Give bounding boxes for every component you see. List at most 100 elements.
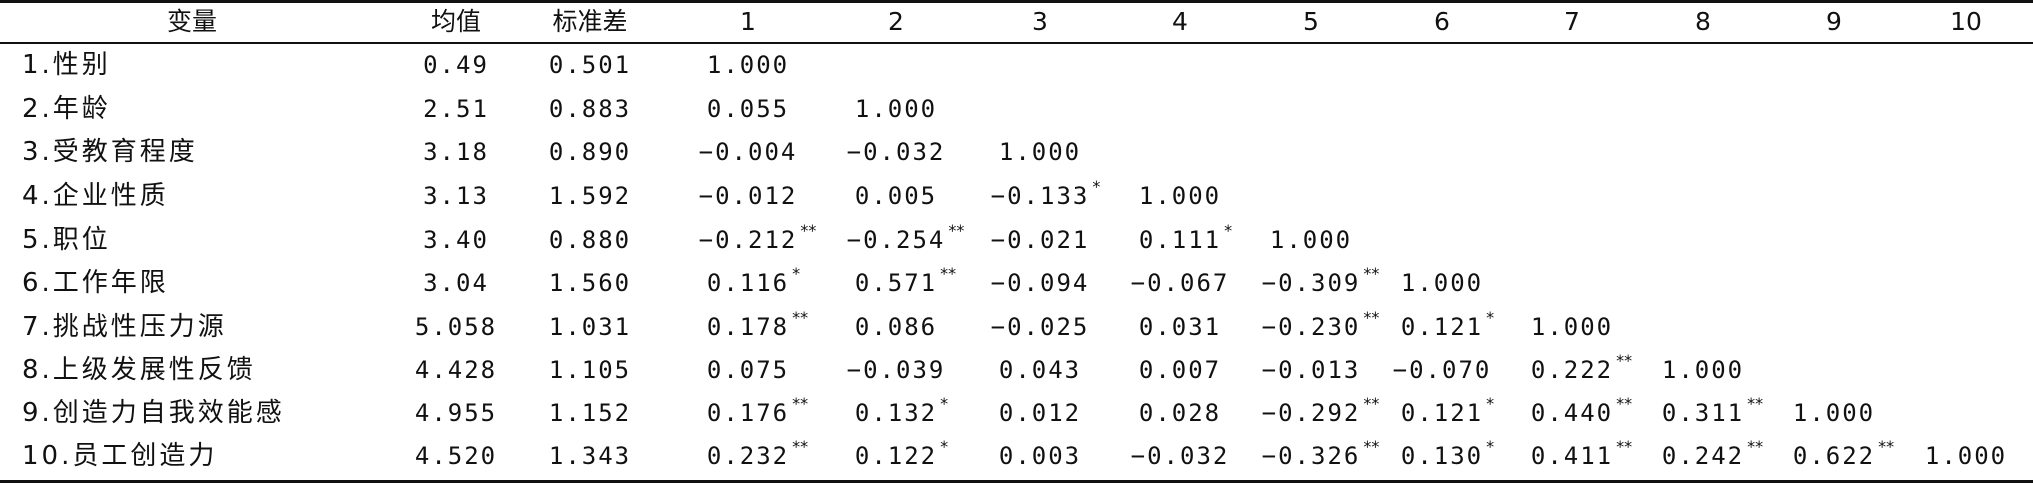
column-header: 2 [888,7,904,36]
bottom-rule [0,480,2033,483]
correlation-value: 1.000 [1400,269,1484,297]
significance-mark: ** [800,221,817,240]
correlation-value: 0.121 [1400,313,1484,341]
correlation-value: 1.000 [854,95,938,123]
significance-mark: * [1224,221,1233,240]
correlation-value: 0.411 [1530,442,1614,470]
correlation-value: 0.005 [854,182,938,210]
top-rule [0,0,2033,3]
correlation-value: 0.031 [1138,313,1222,341]
sd-value: 1.152 [548,399,632,427]
row-label: 1.性别 [22,50,111,80]
significance-mark: ** [1363,437,1380,456]
mean-value: 3.18 [423,138,489,166]
correlation-value: 0.007 [1138,356,1222,384]
correlation-value: 0.012 [998,399,1082,427]
significance-mark: * [792,264,801,283]
correlation-value: 1.000 [706,51,790,79]
correlation-value: 0.116 [706,269,790,297]
correlation-value: 0.121 [1400,399,1484,427]
correlation-value: 0.055 [706,95,790,123]
column-header: 标准差 [552,7,628,36]
significance-mark: ** [1878,437,1895,456]
significance-mark: ** [1747,437,1764,456]
column-header: 变量 [166,7,217,36]
mean-value: 2.51 [423,95,489,123]
correlation-value: 1.000 [1530,313,1614,341]
significance-mark: ** [1363,308,1380,327]
correlation-value: 0.003 [998,442,1082,470]
significance-mark: ** [792,308,809,327]
correlation-value: 0.086 [854,313,938,341]
significance-mark: ** [1747,394,1764,413]
column-header: 4 [1172,7,1188,36]
correlation-value: 0.232 [706,442,790,470]
correlation-value: 1.000 [1924,442,2008,470]
correlation-value: 0.122 [854,442,938,470]
correlation-value: 0.028 [1138,399,1222,427]
mean-value: 4.520 [414,442,498,470]
correlation-value: −0.025 [990,313,1090,341]
significance-mark: ** [1616,437,1633,456]
significance-mark: ** [940,264,957,283]
row-label: 8.上级发展性反馈 [22,355,256,385]
correlation-value: −0.326 [1261,442,1361,470]
mean-value: 3.04 [423,269,489,297]
correlation-value: 0.178 [706,313,790,341]
correlation-value: −0.094 [990,269,1090,297]
significance-mark: ** [1363,264,1380,283]
column-header: 6 [1434,7,1450,36]
column-header: 7 [1564,7,1580,36]
significance-mark: * [940,394,949,413]
row-label: 4.企业性质 [22,181,169,211]
mean-value: 3.40 [423,226,489,254]
row-label: 2.年龄 [22,94,111,124]
significance-mark: * [1486,437,1495,456]
correlation-value: 1.000 [998,138,1082,166]
significance-mark: * [940,437,949,456]
correlation-value: 0.075 [706,356,790,384]
correlation-value: 1.000 [1661,356,1745,384]
correlation-value: 0.130 [1400,442,1484,470]
mean-value: 4.428 [414,356,498,384]
sd-value: 1.031 [548,313,632,341]
correlation-value: −0.254 [846,226,946,254]
significance-mark: ** [948,221,965,240]
correlation-value: −0.032 [846,138,946,166]
significance-mark: ** [1363,394,1380,413]
correlation-value: 0.311 [1661,399,1745,427]
correlation-value: −0.309 [1261,269,1361,297]
row-label: 6.工作年限 [22,268,169,298]
column-header: 3 [1032,7,1048,36]
correlation-value: −0.212 [698,226,798,254]
sd-value: 1.343 [548,442,632,470]
correlation-value: −0.004 [698,138,798,166]
column-header: 10 [1950,7,1982,36]
significance-mark: * [1092,177,1101,196]
correlation-value: −0.230 [1261,313,1361,341]
correlation-value: 1.000 [1792,399,1876,427]
row-label: 7.挑战性压力源 [22,312,227,342]
sd-value: 1.560 [548,269,632,297]
row-label: 9.创造力自我效能感 [22,398,285,428]
header-rule [0,42,2033,44]
correlation-value: −0.067 [1130,269,1230,297]
correlation-value: −0.032 [1130,442,1230,470]
sd-value: 0.880 [548,226,632,254]
sd-value: 1.105 [548,356,632,384]
significance-mark: ** [792,394,809,413]
significance-mark: ** [1616,351,1633,370]
mean-value: 4.955 [414,399,498,427]
row-label: 5.职位 [22,225,111,255]
correlation-value: 0.622 [1792,442,1876,470]
sd-value: 1.592 [548,182,632,210]
correlation-value: −0.292 [1261,399,1361,427]
column-header: 9 [1826,7,1842,36]
correlation-value: −0.013 [1261,356,1361,384]
correlation-value: −0.133 [990,182,1090,210]
mean-value: 3.13 [423,182,489,210]
correlation-value: −0.012 [698,182,798,210]
correlation-value: 0.222 [1530,356,1614,384]
correlation-value: −0.039 [846,356,946,384]
